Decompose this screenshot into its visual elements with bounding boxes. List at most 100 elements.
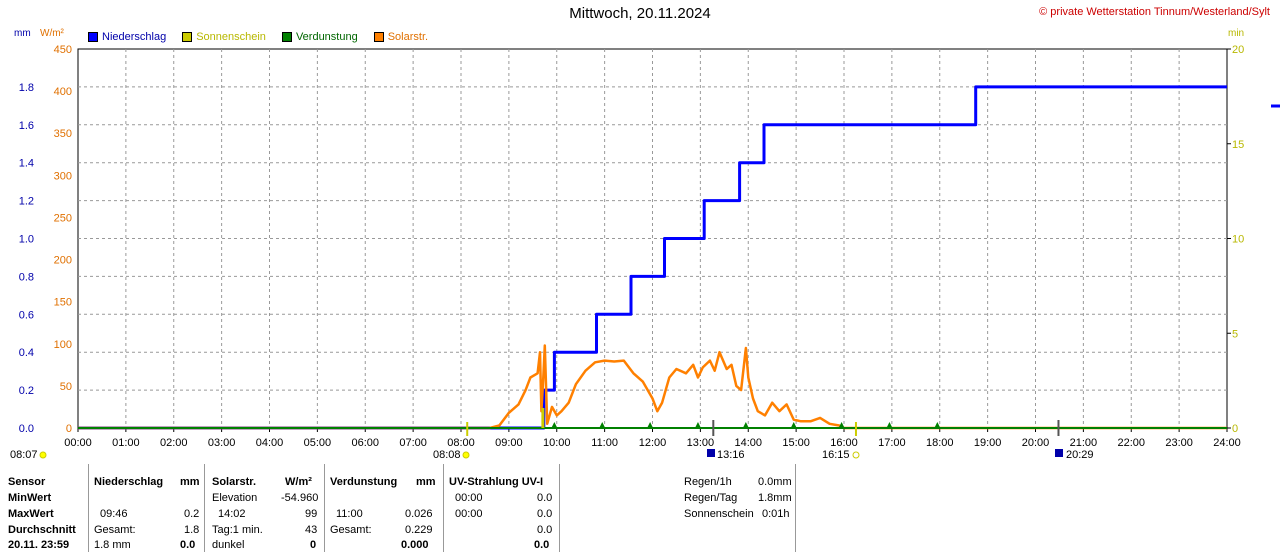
sunshine-bar bbox=[541, 408, 545, 428]
summary-rain-1h-val: 0.0mm bbox=[758, 476, 792, 488]
stats-table: Sensor MinWert MaxWert Durchschnitt 20.1… bbox=[0, 464, 1280, 552]
unit-mm-label: mm bbox=[14, 28, 31, 39]
weather-chart: 0.00.20.40.60.81.01.21.41.61.80501001502… bbox=[10, 44, 1280, 461]
legend-item-verdunstung: Verdunstung bbox=[281, 31, 358, 43]
legend: Niederschlag Sonnenschein Verdunstung So… bbox=[88, 31, 428, 43]
y-tick-wm2: 350 bbox=[54, 128, 72, 140]
y-tick-mm: 0.8 bbox=[19, 271, 34, 283]
solar-header: Solarstr. bbox=[212, 476, 257, 488]
solar-last-label: dunkel bbox=[212, 539, 245, 551]
y-tick-mm: 0.4 bbox=[19, 347, 34, 359]
legend-label: Solarstr. bbox=[387, 31, 429, 43]
x-tick-label: 14:00 bbox=[734, 437, 762, 449]
solar-max-time: 14:02 bbox=[218, 508, 246, 520]
x-tick-label: 15:00 bbox=[782, 437, 810, 449]
stats-min-label: MinWert bbox=[8, 492, 52, 504]
y-tick-min: 10 bbox=[1232, 234, 1244, 246]
annotation-sunset-time: 16:15 bbox=[822, 449, 850, 461]
verdunstung-unit: mm bbox=[416, 476, 436, 488]
niederschlag-max-time: 09:46 bbox=[100, 508, 128, 520]
y-tick-wm2: 400 bbox=[54, 86, 72, 98]
uv-min-val: 0.0 bbox=[537, 492, 553, 504]
y-tick-wm2: 100 bbox=[54, 339, 72, 351]
stats-date: 20.11. 23:59 bbox=[8, 539, 70, 551]
x-tick-label: 21:00 bbox=[1070, 437, 1098, 449]
niederschlag-unit: mm bbox=[180, 476, 200, 488]
divider bbox=[795, 464, 796, 552]
y-tick-mm: 0.6 bbox=[19, 309, 34, 321]
x-tick-label: 06:00 bbox=[351, 437, 379, 449]
legend-swatch bbox=[281, 32, 292, 42]
legend-label: Verdunstung bbox=[295, 31, 358, 43]
sun-icon bbox=[462, 451, 470, 459]
y-tick-wm2: 0 bbox=[66, 423, 72, 435]
x-tick-label: 20:00 bbox=[1022, 437, 1050, 449]
stats-avg-label: Durchschnitt bbox=[8, 524, 76, 536]
summary-sun-label: Sonnenschein bbox=[684, 508, 754, 520]
y-tick-wm2: 450 bbox=[54, 44, 72, 56]
verdunstung-marker bbox=[694, 422, 701, 428]
x-tick-label: 11:00 bbox=[591, 437, 618, 449]
series-line-solar bbox=[78, 344, 1227, 430]
solar-elev-label: Elevation bbox=[212, 492, 258, 504]
divider bbox=[204, 464, 205, 552]
y-tick-mm: 0.0 bbox=[19, 423, 34, 435]
verdunstung-marker bbox=[599, 422, 606, 428]
verdunstung-marker bbox=[934, 422, 941, 428]
solar-last-val: 0 bbox=[310, 539, 317, 551]
x-tick-label: 04:00 bbox=[256, 437, 284, 449]
legend-item-niederschlag: Niederschlag bbox=[88, 31, 166, 43]
x-tick-label: 22:00 bbox=[1117, 437, 1145, 449]
niederschlag-max-val: 0.2 bbox=[184, 508, 200, 520]
legend-item-solar: Solarstr. bbox=[373, 31, 429, 43]
legend-swatch bbox=[88, 32, 98, 42]
verdunstung-last-val: 0.000 bbox=[401, 539, 429, 551]
solar-elev-val: -54.960 bbox=[281, 492, 319, 504]
verdunstung-marker bbox=[838, 422, 845, 428]
y-tick-mm: 1.4 bbox=[19, 158, 34, 170]
x-tick-label: 24:00 bbox=[1213, 437, 1241, 449]
sun-icon bbox=[39, 451, 47, 459]
x-tick-label: 00:00 bbox=[64, 437, 92, 449]
annotation-time: 08:08 bbox=[433, 449, 461, 461]
y-tick-wm2: 250 bbox=[54, 212, 72, 224]
x-tick-label: 01:00 bbox=[112, 437, 140, 449]
verdunstung-marker bbox=[647, 422, 654, 428]
x-tick-label: 13:00 bbox=[687, 437, 715, 449]
x-tick-label: 09:00 bbox=[495, 437, 523, 449]
stats-sensor-header: Sensor bbox=[8, 476, 46, 488]
y-tick-mm: 1.2 bbox=[19, 196, 34, 208]
summary-rain-day-label: Regen/Tag bbox=[684, 492, 738, 504]
verdunstung-max-time: 11:00 bbox=[336, 508, 363, 520]
moon-icon bbox=[1055, 449, 1063, 457]
summary-rain-1h-label: Regen/1h bbox=[684, 476, 732, 488]
y-tick-mm: 1.6 bbox=[19, 120, 34, 132]
uv-avg-val: 0.0 bbox=[537, 524, 553, 536]
verdunstung-marker bbox=[790, 422, 797, 428]
x-tick-label: 12:00 bbox=[639, 437, 667, 449]
x-tick-label: 23:00 bbox=[1165, 437, 1193, 449]
uv-max-val: 0.0 bbox=[537, 508, 553, 520]
legend-swatch bbox=[182, 32, 193, 42]
summary-sun-val: 0:01h bbox=[762, 508, 790, 520]
x-tick-label: 03:00 bbox=[208, 437, 236, 449]
y-tick-min: 15 bbox=[1232, 139, 1244, 151]
x-tick-label: 07:00 bbox=[399, 437, 427, 449]
legend-swatch bbox=[373, 32, 384, 42]
annotation-time: 13:16 bbox=[717, 449, 745, 461]
x-tick-label: 17:00 bbox=[878, 437, 906, 449]
y-tick-min: 5 bbox=[1232, 328, 1238, 340]
legend-item-sonnenschein: Sonnenschein bbox=[182, 31, 266, 43]
y-tick-min: 0 bbox=[1232, 423, 1238, 435]
niederschlag-header: Niederschlag bbox=[94, 476, 164, 488]
annotation-sunrise-time: 08:07 bbox=[10, 449, 38, 461]
plot-area bbox=[77, 48, 1228, 429]
verdunstung-total-label: Gesamt: bbox=[330, 524, 372, 536]
moon-icon bbox=[707, 449, 715, 457]
divider bbox=[88, 464, 89, 552]
solar-max-val: 99 bbox=[305, 508, 318, 520]
chart-title: Mittwoch, 20.11.2024 bbox=[569, 5, 711, 22]
x-tick-label: 02:00 bbox=[160, 437, 188, 449]
niederschlag-last-val: 0.0 bbox=[180, 539, 196, 551]
legend-label: Sonnenschein bbox=[196, 31, 266, 43]
